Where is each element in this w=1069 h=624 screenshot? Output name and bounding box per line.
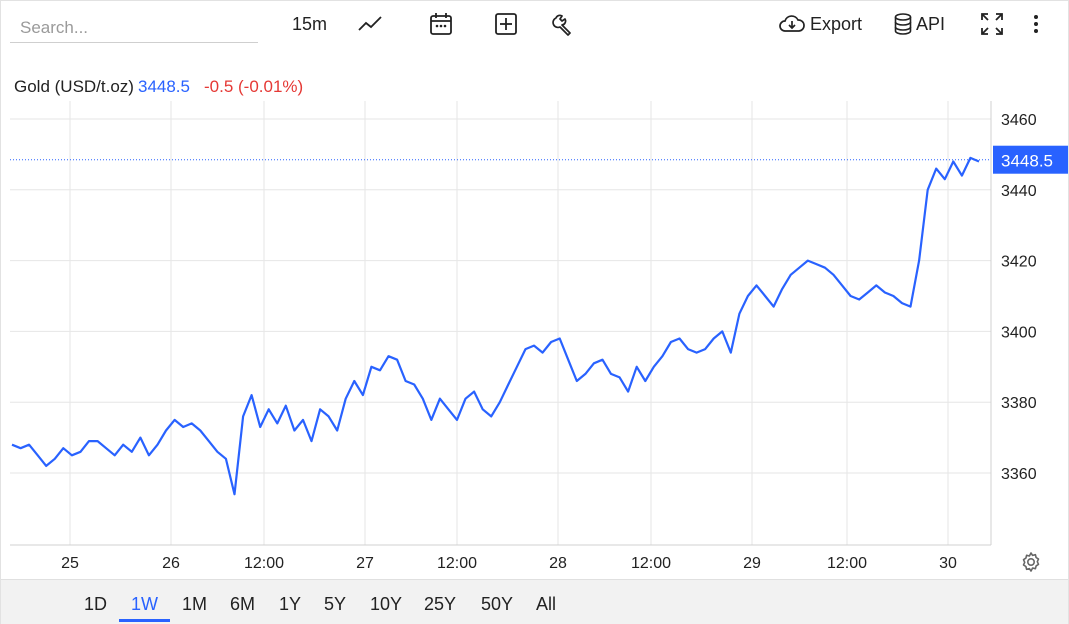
export-button[interactable]: Export (778, 9, 862, 39)
price-chart[interactable]: 3360 3380 3400 3420 3440 3460 25 26 12:00 27 12:00… (1, 101, 1068, 579)
series-line (11, 156, 980, 496)
range-button-5y[interactable]: 5Y (324, 594, 347, 614)
line-chart-icon[interactable] (357, 9, 385, 39)
cloud-download-icon (778, 13, 806, 35)
x-tick-label: 28 (549, 555, 567, 572)
range-button-1m[interactable]: 1M (182, 594, 208, 614)
toolbar: 15m Export API (1, 1, 1068, 47)
search-input[interactable] (10, 13, 258, 43)
y-tick-label: 3440 (1001, 183, 1037, 200)
ticker-change: -0.5 (-0.01%) (203, 77, 304, 96)
range-button-all[interactable]: All (536, 594, 557, 614)
time-range-bar: 1D 1W 1M 6M 1Y 5Y 10Y 25Y 50Y All (1, 579, 1068, 624)
export-label: Export (810, 13, 863, 34)
ticker-name: Gold (USD/t.oz) (14, 77, 134, 96)
calendar-icon[interactable] (428, 9, 454, 39)
ticker-legend: Gold (USD/t.oz) 3448.5 -0.5 (-0.01%) (14, 77, 303, 97)
x-tick-label: 25 (61, 555, 79, 572)
api-button[interactable]: API (893, 9, 945, 39)
range-button-6m[interactable]: 6M (230, 594, 256, 614)
range-button-25y[interactable]: 25Y (424, 594, 457, 614)
x-tick-label: 27 (356, 555, 374, 572)
y-tick-label: 3380 (1001, 395, 1037, 412)
x-tick-label: 12:00 (631, 555, 671, 572)
more-vertical-icon[interactable] (1031, 9, 1041, 39)
range-button-50y[interactable]: 50Y (481, 594, 514, 614)
last-price-badge (993, 145, 1068, 174)
range-button-10y[interactable]: 10Y (370, 594, 403, 614)
y-tick-label: 3460 (1001, 112, 1037, 129)
x-tick-label: 12:00 (827, 555, 867, 572)
add-indicator-icon[interactable] (494, 9, 518, 39)
y-tick-label: 3420 (1001, 254, 1037, 271)
range-button-1y[interactable]: 1Y (279, 594, 302, 614)
x-tick-label: 26 (162, 555, 180, 572)
range-button-1w[interactable]: 1W (131, 594, 158, 614)
last-price-label: 3448.5 (1001, 152, 1053, 171)
interval-selector[interactable]: 15m (292, 9, 327, 39)
api-label: API (916, 13, 946, 34)
x-tick-label: 29 (743, 555, 761, 572)
x-tick-label: 30 (939, 555, 957, 572)
database-icon (893, 12, 913, 36)
active-range-indicator (119, 619, 170, 622)
interval-label: 15m (292, 13, 328, 34)
fullscreen-icon[interactable] (979, 9, 1005, 39)
y-tick-label: 3400 (1001, 324, 1037, 341)
y-tick-label: 3360 (1001, 466, 1037, 483)
settings-gear-icon[interactable] (1020, 551, 1042, 578)
wrench-icon[interactable] (552, 9, 576, 39)
range-button-1d[interactable]: 1D (84, 594, 108, 614)
ticker-price: 3448.5 (137, 77, 190, 96)
x-tick-label: 12:00 (244, 555, 284, 572)
x-tick-label: 12:00 (437, 555, 477, 572)
